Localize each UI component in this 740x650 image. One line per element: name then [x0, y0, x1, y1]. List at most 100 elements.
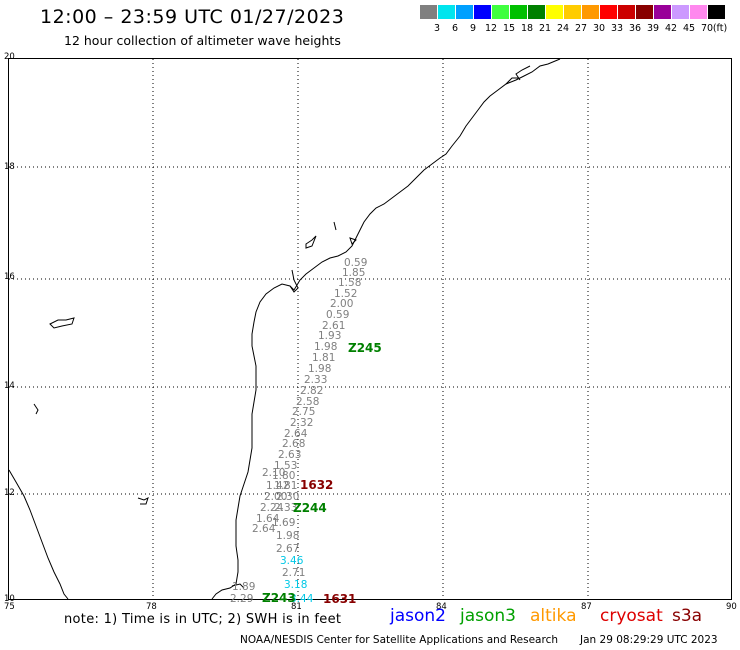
swh-label: 2.61	[322, 320, 345, 332]
swh-label: 1.85	[342, 267, 365, 279]
swh-label: 1.98	[308, 363, 331, 375]
pass-label: Z243	[262, 591, 296, 605]
lon-label-81: 81	[291, 602, 302, 612]
legend-swatch-4	[492, 5, 509, 19]
legend-label-30: 30	[592, 23, 606, 34]
legend-swatch-5	[510, 5, 527, 19]
swh-label: 2.00	[264, 491, 287, 503]
swh-label: 2.58	[296, 396, 319, 408]
swh-label: 2.75	[292, 406, 315, 418]
lon-label-87: 87	[581, 602, 592, 612]
swh-label: 1.53	[274, 460, 297, 472]
swh-label: 2.64	[284, 428, 308, 440]
swh-label: 1.64	[256, 513, 280, 525]
legend-label-27: 27	[574, 23, 588, 34]
swh-label: 1.93	[318, 330, 341, 342]
lon-label-84: 84	[436, 602, 447, 612]
map-subtitle: 12 hour collection of altimeter wave hei…	[64, 33, 341, 48]
mission-s3a: s3a	[672, 606, 703, 626]
legend-swatch-6	[528, 5, 545, 19]
swh-label: 1.69	[272, 517, 295, 529]
legend-swatch-16	[708, 5, 725, 19]
sri-lanka-west	[8, 469, 69, 600]
coastline	[8, 58, 561, 600]
swh-label: 2.63	[278, 449, 301, 461]
lon-label-78: 78	[146, 602, 157, 612]
legend-label-33: 33	[610, 23, 624, 34]
legend-label-9: 9	[469, 23, 477, 34]
swh-label: 2.29	[230, 593, 253, 605]
swh-label: 1.81	[274, 480, 297, 492]
swh-label: 2.10	[262, 467, 285, 479]
legend-swatch-14	[672, 5, 689, 19]
mission-altika: altika	[530, 606, 577, 626]
pass-label: Z245	[348, 341, 382, 355]
legend-label-18: 18	[520, 23, 534, 34]
delta-inlet	[505, 65, 531, 85]
mission-jason3: jason3	[460, 606, 516, 626]
legend-swatch-7	[546, 5, 563, 19]
legend-label-3: 3	[433, 23, 441, 34]
timestamp-text: Jan 29 08:29:29 UTC 2023	[580, 634, 718, 646]
swh-label: 1.81	[312, 352, 335, 364]
legend-label-12: 12	[484, 23, 498, 34]
lat-label-16: 16	[4, 272, 15, 282]
lat-label-12: 12	[4, 488, 15, 498]
legend-swatch-9	[582, 5, 599, 19]
legend-label-45: 45	[682, 23, 696, 34]
legend-swatch-0	[420, 5, 437, 19]
lat-label-14: 14	[4, 381, 15, 391]
swh-track: 0.591.851.581.522.000.592.611.931.981.81…	[230, 257, 367, 605]
swh-label: 2.32	[290, 417, 313, 429]
island-a	[33, 403, 39, 415]
legend-label-42: 42	[664, 23, 678, 34]
andaman-small	[49, 317, 75, 329]
swh-label: 3.44	[290, 593, 314, 605]
legend-label-39: 39	[646, 23, 660, 34]
swh-label: 2.82	[300, 385, 323, 397]
legend-label-70: 70	[700, 23, 714, 34]
legend-label-24: 24	[556, 23, 570, 34]
island-b	[137, 497, 149, 505]
swh-label: 2.33	[274, 502, 297, 514]
swh-label: 1.98	[314, 341, 337, 353]
legend-swatch-11	[618, 5, 635, 19]
legend-swatch-10	[600, 5, 617, 19]
swh-label: 1.98	[276, 530, 299, 542]
godavari-mouth	[289, 269, 299, 293]
graticule	[9, 59, 731, 599]
swh-label: 1.89	[232, 581, 255, 593]
legend-label-6: 6	[451, 23, 459, 34]
legend-swatch-12	[636, 5, 653, 19]
credit-text: NOAA/NESDIS Center for Satellite Applica…	[240, 634, 558, 646]
swh-label: 3.46	[280, 555, 304, 567]
swh-label: 2.68	[282, 438, 305, 450]
pulicat-lake	[305, 221, 337, 249]
map-frame	[8, 58, 732, 600]
east-coast-india	[211, 58, 561, 600]
pass-label: 1631	[323, 592, 356, 606]
legend-label-36: 36	[628, 23, 642, 34]
swh-label: 1.42	[266, 480, 289, 492]
swh-label: 2.33	[304, 374, 327, 386]
mission-jason2: jason2	[390, 606, 446, 626]
legend-swatch-8	[564, 5, 581, 19]
swh-label: 1.58	[338, 277, 361, 289]
footnote: note: 1) Time is in UTC; 2) SWH is in fe…	[64, 612, 342, 627]
swh-label: 0.59	[344, 257, 367, 269]
legend-unit: (ft)	[712, 23, 728, 34]
legend-swatch-3	[474, 5, 491, 19]
pass-labels: Z245 1632 Z244 Z243 1631	[262, 341, 382, 606]
lat-label-20: 20	[4, 52, 15, 62]
krishna-delta	[349, 237, 357, 245]
swh-label: 2.64	[252, 523, 276, 535]
lon-label-75: 75	[4, 602, 15, 612]
swh-label: 2.71	[282, 567, 305, 579]
swh-label: 1.52	[334, 288, 357, 300]
legend-swatch-2	[456, 5, 473, 19]
swh-label: 0.59	[326, 309, 349, 321]
legend-swatch-13	[654, 5, 671, 19]
mission-cryosat: cryosat	[600, 606, 663, 626]
legend-label-15: 15	[502, 23, 516, 34]
